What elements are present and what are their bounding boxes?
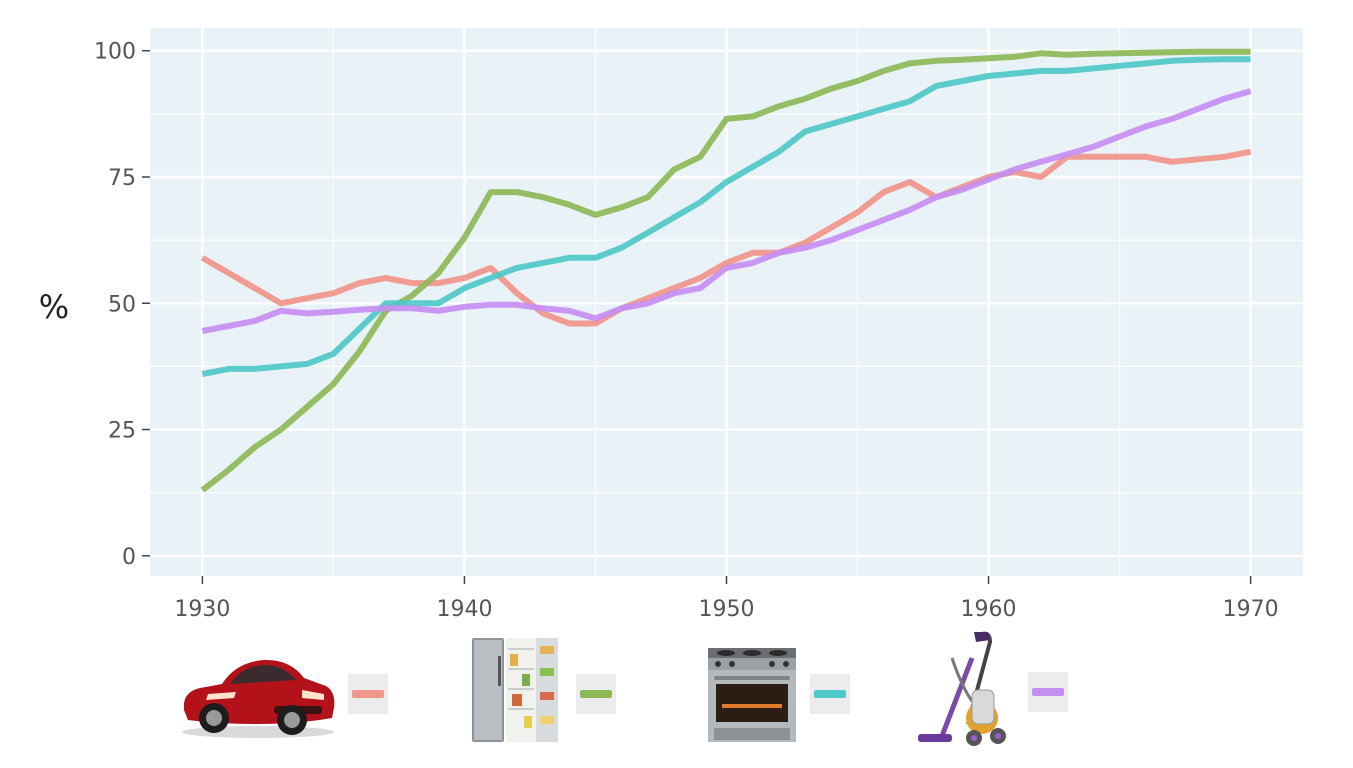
vacuum-icon — [918, 631, 1006, 746]
legend-key-refrigerator — [576, 674, 616, 714]
y-tick-label: 50 — [108, 292, 136, 317]
y-tick-label: 0 — [122, 545, 136, 570]
legend — [0, 620, 1353, 760]
x-tick-label: 1950 — [699, 597, 755, 620]
legend-swatch-car — [352, 690, 384, 698]
legend-item-stove — [706, 620, 856, 750]
x-tick-label: 1960 — [961, 597, 1017, 620]
series-line-vacuum — [201, 88, 1252, 334]
legend-key-car — [348, 674, 388, 714]
y-tick-label: 100 — [94, 40, 136, 65]
series-line-car — [200, 148, 1252, 327]
car-icon — [182, 659, 335, 738]
stove-icon — [708, 648, 796, 742]
legend-item-refrigerator — [470, 620, 620, 750]
y-tick-label: 75 — [108, 166, 136, 191]
y-tick-label: 25 — [108, 419, 136, 444]
legend-swatch-stove — [814, 690, 846, 698]
gridlines — [150, 28, 1303, 576]
y-axis-label: % — [39, 288, 69, 326]
legend-swatch-refrigerator — [580, 690, 612, 698]
x-tick-label: 1930 — [174, 597, 230, 620]
legend-item-vacuum — [912, 620, 1072, 750]
legend-swatch-vacuum — [1032, 688, 1064, 696]
series-line-refrigerator — [200, 48, 1251, 493]
legend-item-car — [178, 620, 398, 750]
refrigerator-icon — [472, 638, 558, 742]
legend-key-stove — [810, 674, 850, 714]
axis-ticks: 0 25 50 75 100 1930 1940 1950 1960 1970 — [94, 40, 1279, 620]
series-lines — [200, 48, 1252, 493]
x-tick-label: 1970 — [1223, 597, 1279, 620]
line-chart: 0 25 50 75 100 1930 1940 1950 1960 1970 % — [39, 28, 1303, 620]
legend-key-vacuum — [1028, 672, 1068, 712]
x-tick-label: 1940 — [436, 597, 492, 620]
